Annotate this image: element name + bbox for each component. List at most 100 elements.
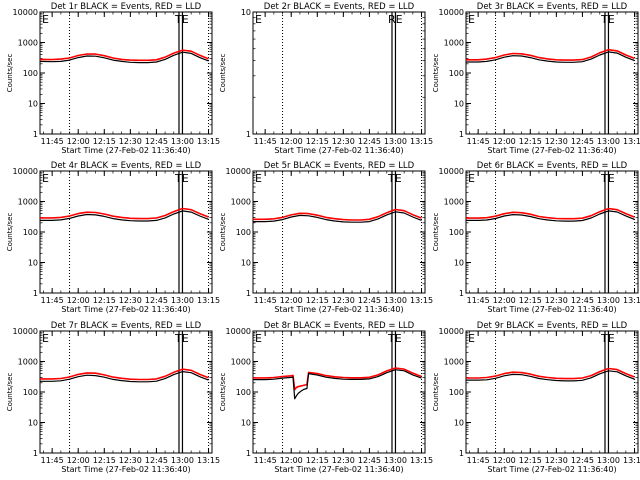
x-tick-label: 12:15: [519, 137, 542, 146]
y-axis-label: Counts/sec: [432, 373, 440, 412]
x-tick-label: 13:15: [410, 137, 433, 146]
y-tick-label: 1000: [444, 39, 464, 48]
detector-panel-6: Det 6r BLACK = Events, RED = LLD 1 10 100 10…: [432, 161, 640, 314]
y-tick-label: 10: [28, 419, 38, 428]
x-tick-label: 13:15: [623, 456, 640, 465]
detector-panel-2: Det 2r BLACK = Events, RED = LLD 1 10 11:45…: [219, 2, 433, 155]
x-tick-label: 12:30: [332, 456, 355, 465]
plot-frame: [465, 170, 639, 294]
y-tick-label: 100: [449, 388, 464, 397]
end-marker-label: TE: [600, 13, 615, 26]
x-tick-label: 12:30: [119, 296, 142, 305]
y-tick-label: 10: [241, 259, 251, 268]
start-marker-label: E: [468, 332, 475, 345]
panel-title: Det 6r BLACK = Events, RED = LLD: [477, 161, 628, 171]
y-axis-label: Counts/sec: [432, 54, 440, 93]
x-tick-label: 12:45: [145, 456, 168, 465]
series-line-lld: [40, 207, 209, 220]
x-tick-label: 11:45: [254, 137, 277, 146]
x-tick-label: 12:30: [545, 296, 568, 305]
x-tick-label: 12:45: [145, 296, 168, 305]
y-tick-label: 10000: [13, 167, 38, 176]
end-marker-label: TE: [174, 172, 189, 185]
x-tick-label: 12:45: [571, 456, 594, 465]
x-tick-label: 12:15: [93, 137, 116, 146]
plot-frame: [252, 170, 426, 294]
end-marker-label: TE: [174, 13, 189, 26]
y-axis-label: Counts/sec: [432, 213, 440, 252]
y-tick-label: 1000: [18, 39, 38, 48]
series-line-events: [253, 211, 422, 223]
panel-title: Det 1r BLACK = Events, RED = LLD: [51, 2, 202, 12]
series-line-lld: [40, 368, 209, 381]
y-tick-label: 10: [241, 419, 251, 428]
plot-frame: [39, 11, 213, 135]
y-axis-label: Counts/sec: [6, 54, 14, 93]
x-tick-label: 13:15: [197, 137, 220, 146]
y-tick-label: 10: [454, 259, 464, 268]
start-marker-label: E: [255, 13, 262, 26]
plot-frame: [39, 330, 213, 454]
y-tick-label: 10000: [439, 167, 464, 176]
series-line-lld: [253, 208, 422, 221]
start-marker-label: E: [255, 172, 262, 185]
x-tick-label: 12:15: [93, 296, 116, 305]
x-tick-label: 13:15: [197, 456, 220, 465]
y-tick-label: 1: [459, 130, 464, 139]
y-tick-label: 100: [23, 69, 38, 78]
x-tick-label: 13:00: [384, 456, 407, 465]
x-tick-label: 12:00: [280, 137, 303, 146]
x-tick-label: 12:00: [493, 296, 516, 305]
x-tick-label: 12:00: [67, 456, 90, 465]
y-tick-label: 10000: [226, 327, 251, 336]
x-tick-label: 12:15: [306, 137, 329, 146]
y-tick-label: 1: [459, 449, 464, 458]
end-marker-label: TE: [387, 332, 402, 345]
plot-frame: [465, 11, 639, 135]
x-axis-label: Start Time (27-Feb-02 11:36:40): [274, 465, 403, 474]
y-tick-label: 100: [23, 388, 38, 397]
plot-frame: [252, 11, 426, 135]
x-tick-label: 11:45: [254, 296, 277, 305]
x-tick-label: 12:30: [119, 456, 142, 465]
panel-title: Det 5r BLACK = Events, RED = LLD: [264, 161, 415, 171]
y-tick-label: 1: [246, 289, 251, 298]
x-tick-label: 12:15: [519, 296, 542, 305]
x-tick-label: 13:00: [171, 456, 194, 465]
y-tick-label: 10: [241, 8, 251, 17]
x-tick-label: 13:00: [384, 296, 407, 305]
panel-title: Det 9r BLACK = Events, RED = LLD: [477, 321, 628, 331]
detector-panel-3: Det 3r BLACK = Events, RED = LLD 1 10 100 10…: [432, 2, 640, 155]
series-line-events: [466, 210, 635, 222]
y-tick-label: 100: [236, 388, 251, 397]
y-tick-label: 1: [33, 449, 38, 458]
x-tick-label: 11:45: [467, 456, 490, 465]
x-tick-label: 13:00: [171, 296, 194, 305]
detector-panel-8: Det 8r BLACK = Events, RED = LLD 1 10 100 10…: [219, 321, 433, 474]
x-tick-label: 12:00: [280, 456, 303, 465]
end-marker-label: TE: [174, 332, 189, 345]
x-tick-label: 13:00: [384, 137, 407, 146]
end-marker-label: TE: [600, 172, 615, 185]
x-tick-label: 13:15: [410, 296, 433, 305]
start-marker-label: E: [468, 172, 475, 185]
x-tick-label: 12:45: [358, 137, 381, 146]
end-marker-label: TE: [387, 172, 402, 185]
panel-title: Det 7r BLACK = Events, RED = LLD: [51, 321, 202, 331]
y-tick-label: 100: [449, 69, 464, 78]
start-marker-label: E: [42, 172, 49, 185]
series-line-events: [253, 369, 422, 400]
x-tick-label: 12:30: [119, 137, 142, 146]
series-line-events: [40, 210, 209, 222]
series-line-lld: [39, 49, 209, 62]
start-marker-label: E: [42, 13, 49, 26]
detector-panel-4: Det 4r BLACK = Events, RED = LLD 1 10 100 10…: [6, 161, 220, 314]
end-marker-label: RE: [388, 13, 403, 26]
x-tick-label: 12:45: [571, 137, 594, 146]
y-tick-label: 100: [449, 228, 464, 237]
x-tick-label: 12:45: [571, 296, 594, 305]
x-tick-label: 11:45: [254, 456, 277, 465]
x-tick-label: 11:45: [41, 296, 64, 305]
start-marker-label: E: [255, 332, 262, 345]
x-tick-label: 12:30: [332, 137, 355, 146]
